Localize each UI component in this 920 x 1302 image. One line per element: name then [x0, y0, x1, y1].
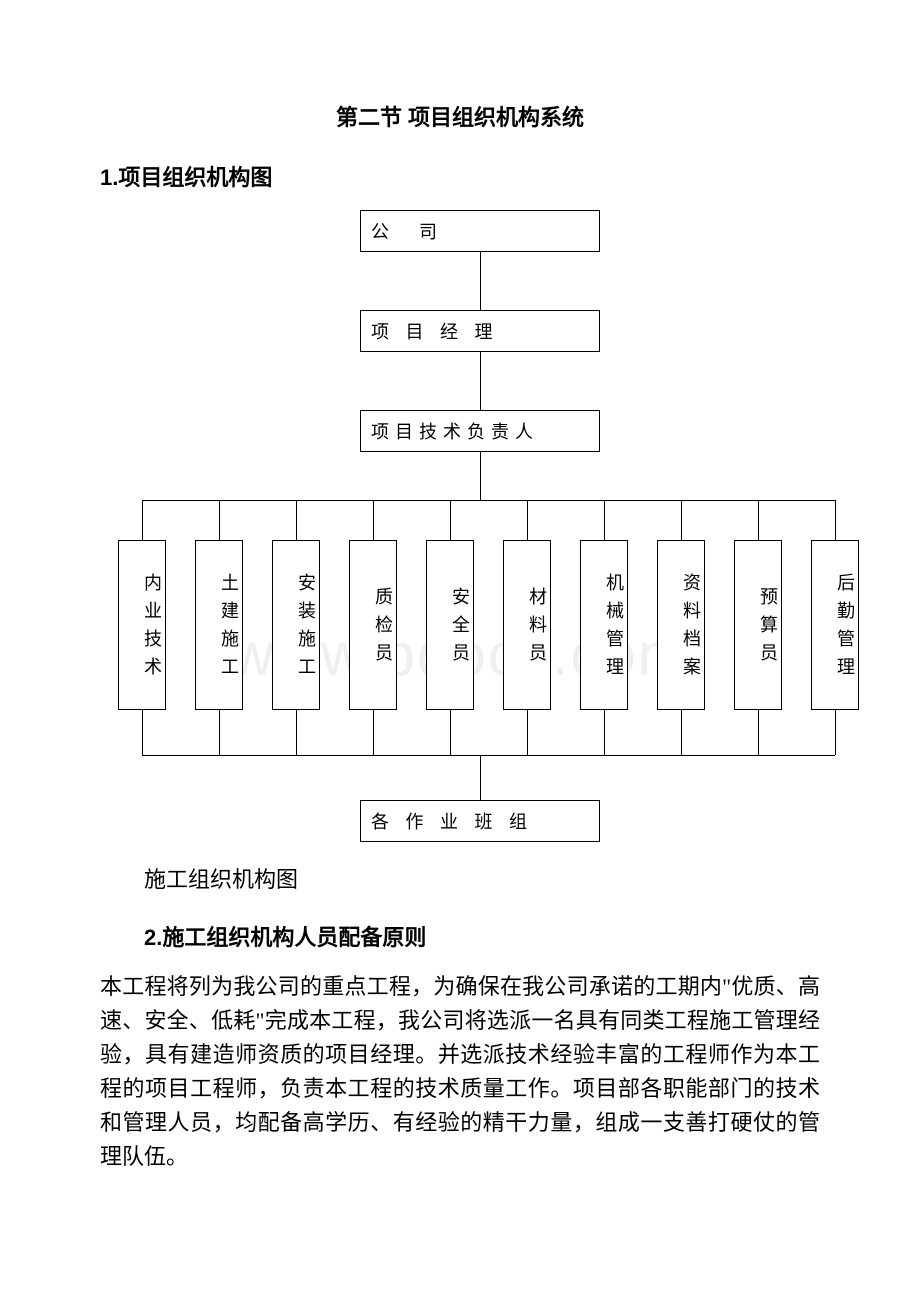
- node-tech-lead: 项目技术负责人: [360, 410, 600, 452]
- connector: [296, 710, 297, 755]
- page-title: 第二节 项目组织机构系统: [100, 100, 820, 132]
- dept-box-6: 机械管理: [580, 540, 628, 710]
- node-teams: 各 作 业 班 组: [360, 800, 600, 842]
- connector: [527, 500, 528, 540]
- connector: [604, 500, 605, 540]
- connector: [480, 452, 481, 500]
- dept-box-5: 材料员: [503, 540, 551, 710]
- dept-box-7: 资料档案: [657, 540, 705, 710]
- connector-hbar-top: [142, 500, 835, 501]
- connector: [373, 500, 374, 540]
- connector: [480, 252, 481, 310]
- connector: [373, 710, 374, 755]
- connector: [219, 500, 220, 540]
- connector: [480, 755, 481, 800]
- connector: [142, 500, 143, 540]
- dept-box-3: 质检员: [349, 540, 397, 710]
- connector: [480, 352, 481, 410]
- connector: [219, 710, 220, 755]
- section2-body: 本工程将列为我公司的重点工程，为确保在我公司承诺的工期内"优质、高速、安全、低耗…: [100, 970, 820, 1175]
- connector: [450, 710, 451, 755]
- section1-heading: 1.项目组织机构图: [100, 160, 820, 192]
- connector: [450, 500, 451, 540]
- section2-heading: 2.施工组织机构人员配备原则: [100, 920, 820, 952]
- dept-box-4: 安全员: [426, 540, 474, 710]
- connector: [527, 710, 528, 755]
- dept-box-1: 土建施工: [195, 540, 243, 710]
- connector: [681, 500, 682, 540]
- org-chart: 公 司 项 目 经 理 项目技术负责人 各 作 业 班 组 内业技术土建施工安装…: [100, 210, 860, 850]
- connector-hbar-bottom: [142, 755, 835, 756]
- node-pm: 项 目 经 理: [360, 310, 600, 352]
- connector: [835, 500, 836, 540]
- dept-box-8: 预算员: [734, 540, 782, 710]
- dept-box-0: 内业技术: [118, 540, 166, 710]
- connector: [681, 710, 682, 755]
- connector: [296, 500, 297, 540]
- connector: [835, 710, 836, 755]
- chart-caption: 施工组织机构图: [100, 862, 820, 894]
- connector: [604, 710, 605, 755]
- connector: [142, 710, 143, 755]
- dept-box-2: 安装施工: [272, 540, 320, 710]
- connector: [758, 500, 759, 540]
- dept-box-9: 后勤管理: [811, 540, 859, 710]
- connector: [758, 710, 759, 755]
- node-company: 公 司: [360, 210, 600, 252]
